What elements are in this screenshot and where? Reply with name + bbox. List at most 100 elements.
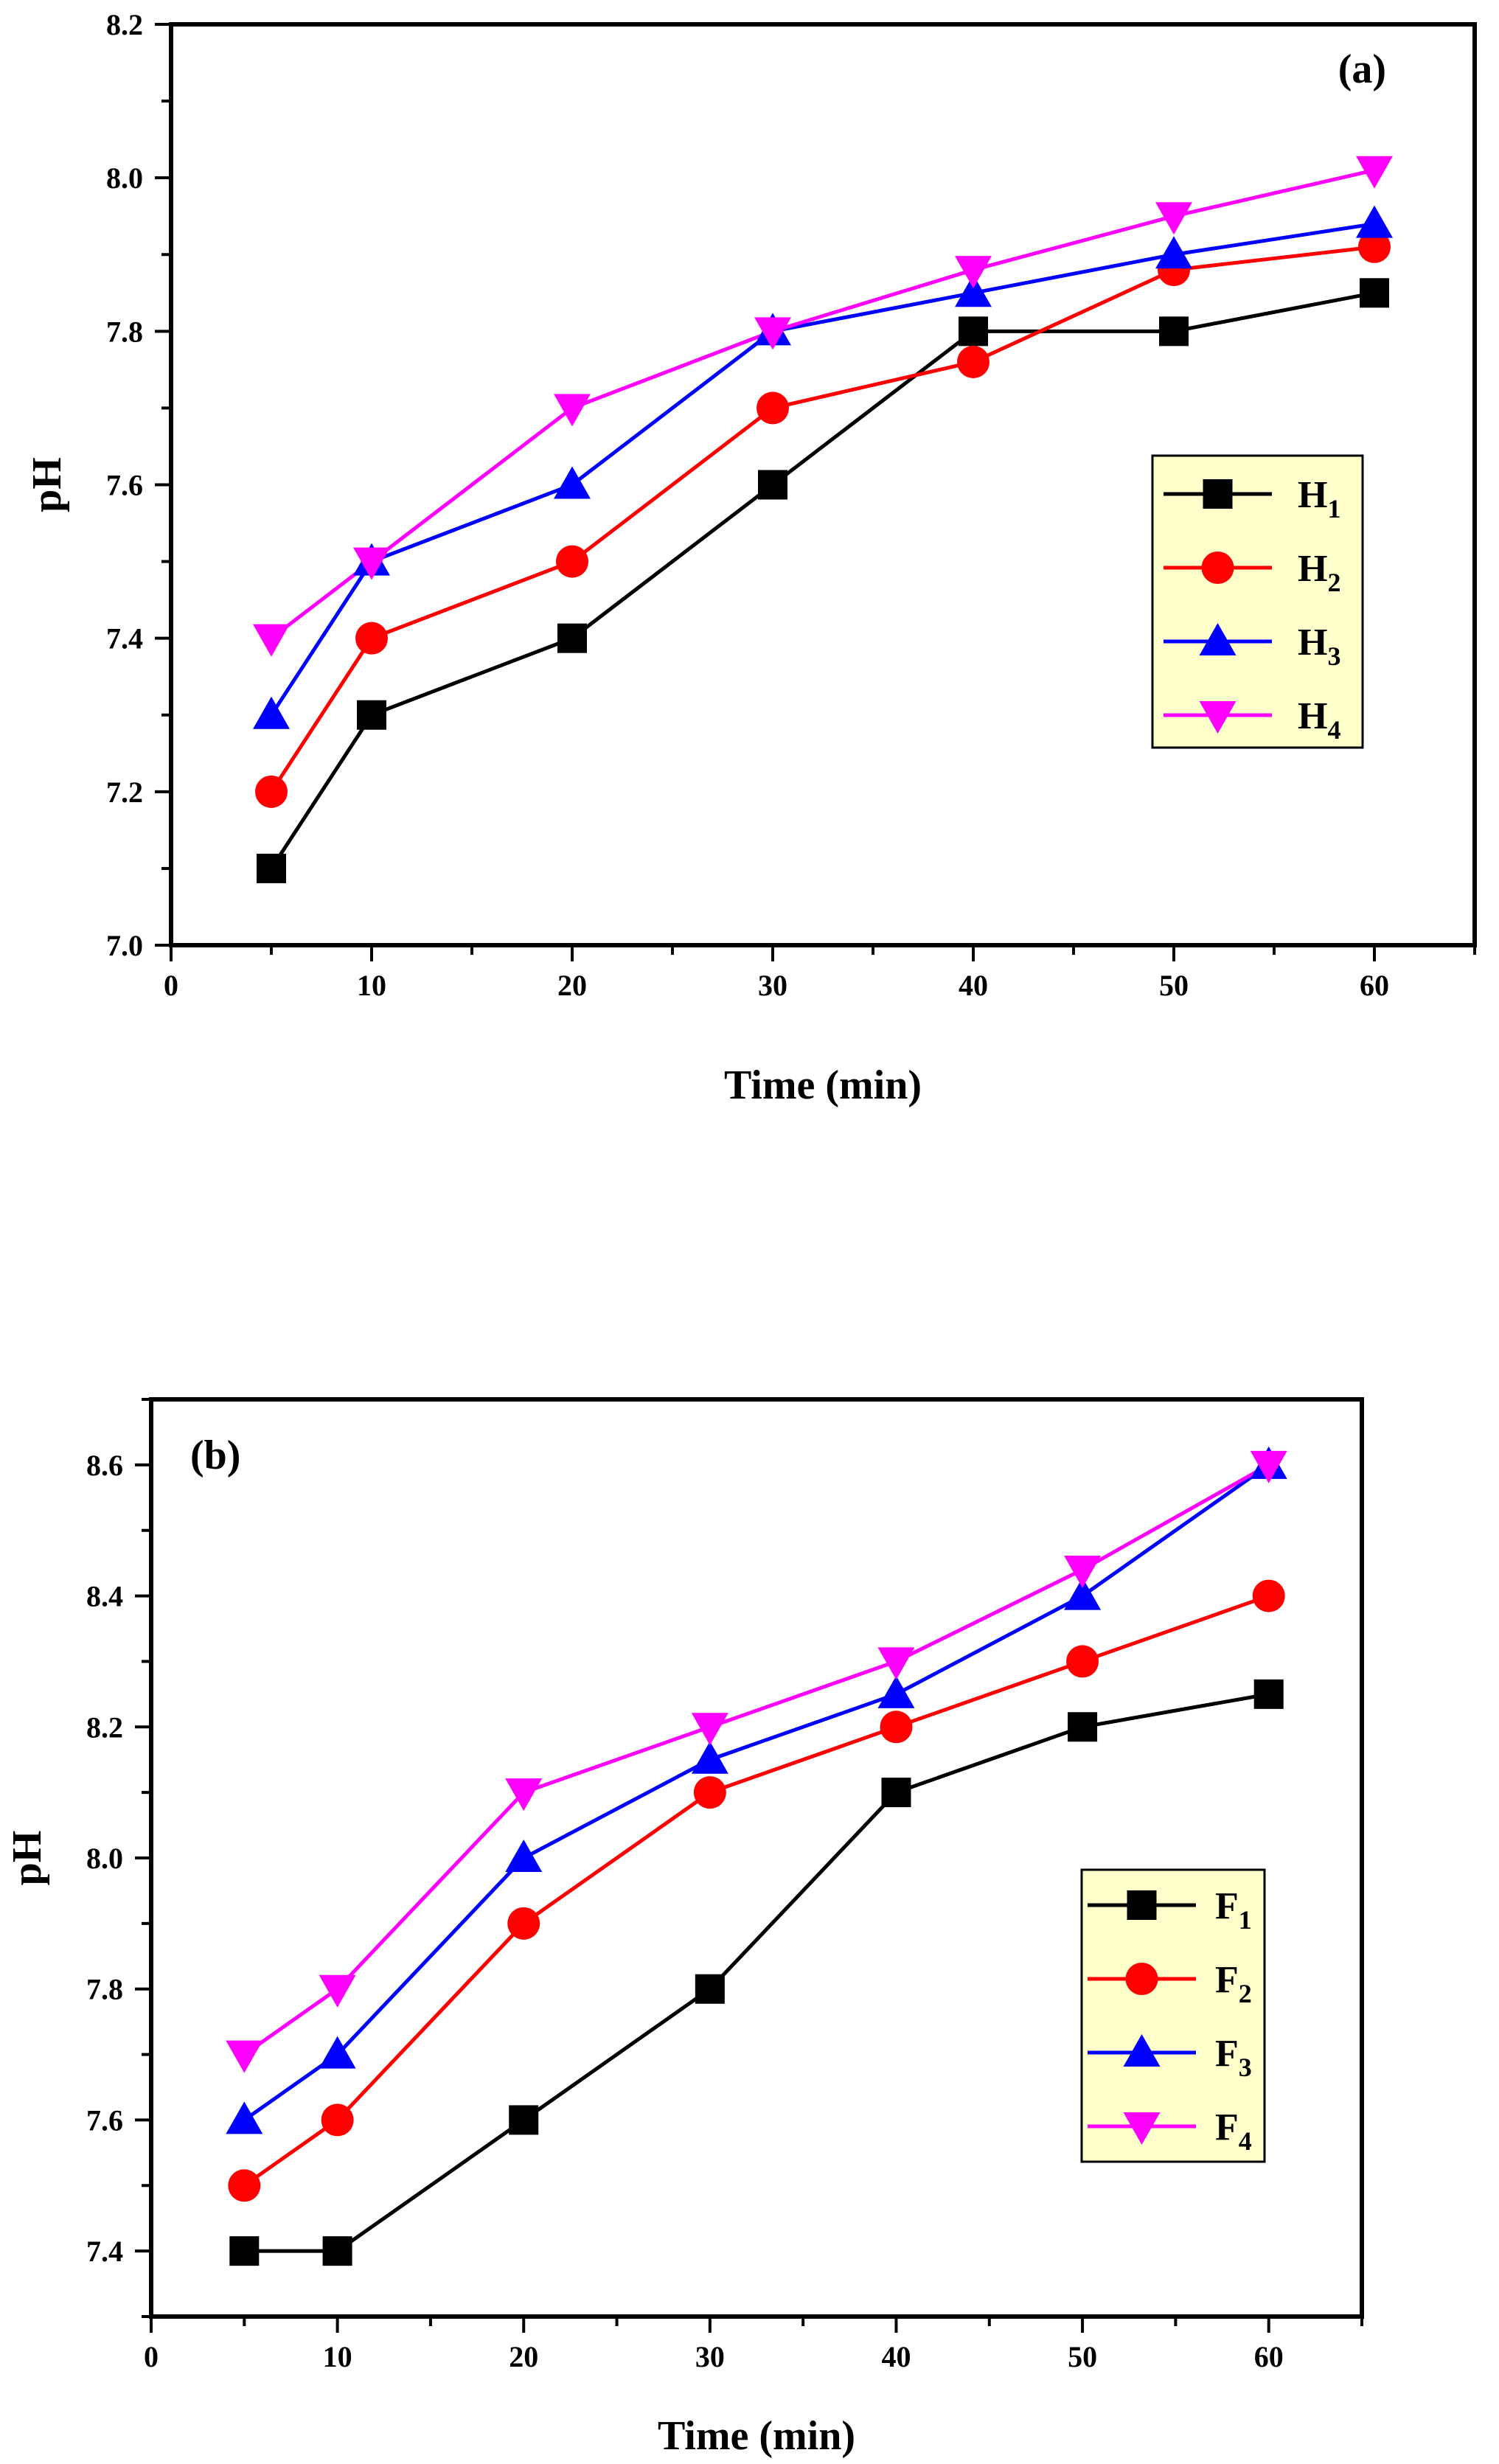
data-point-H3 bbox=[253, 696, 290, 729]
data-point-H2 bbox=[757, 391, 789, 425]
data-point-F4 bbox=[1064, 1556, 1102, 1589]
data-point-H2 bbox=[1358, 230, 1391, 263]
data-point-F2 bbox=[228, 2169, 261, 2202]
legend-label: F1 bbox=[1215, 1885, 1252, 1935]
legend-box bbox=[1151, 454, 1364, 749]
legend-label: F3 bbox=[1215, 2033, 1252, 2082]
data-point-F1 bbox=[695, 1974, 725, 2004]
legend-label: H4 bbox=[1298, 695, 1340, 745]
y-tick-label: 7.6 bbox=[86, 2103, 123, 2137]
chart-panel-1: 0 10 20 30 40 50 60 7.4 7.6 7.8 8.0 8.2 8.4 8.6 Time (… bbox=[4, 1397, 1364, 2459]
panel-label: (b) bbox=[190, 1433, 240, 1478]
data-point-F1 bbox=[322, 2236, 352, 2266]
data-point-F2 bbox=[507, 1907, 540, 1940]
y-tick-label: 7.4 bbox=[106, 622, 143, 655]
data-point-H2 bbox=[355, 622, 388, 655]
data-point-F2 bbox=[693, 1776, 726, 1809]
data-point-F1 bbox=[1068, 1712, 1098, 1742]
data-point-F3 bbox=[877, 1675, 915, 1708]
x-tick-label: 60 bbox=[1360, 969, 1389, 1002]
y-tick-label: 7.4 bbox=[86, 2235, 123, 2268]
legend-label: F2 bbox=[1215, 1959, 1252, 2008]
y-tick-label: 7.0 bbox=[106, 929, 143, 962]
x-tick-label: 0 bbox=[164, 969, 178, 1002]
legend-label: H1 bbox=[1298, 474, 1340, 523]
data-point-H1 bbox=[758, 470, 787, 500]
x-tick-label: 20 bbox=[509, 2340, 538, 2373]
legend-marker bbox=[1123, 2112, 1161, 2145]
data-point-H3 bbox=[1155, 236, 1192, 269]
data-point-H1 bbox=[557, 623, 587, 653]
data-point-F1 bbox=[509, 2105, 539, 2135]
data-point-H3 bbox=[554, 466, 591, 499]
legend-label: H2 bbox=[1298, 548, 1340, 597]
data-point-H1 bbox=[257, 853, 286, 883]
data-point-H4 bbox=[554, 394, 591, 427]
legend-box bbox=[1080, 1868, 1266, 2163]
data-point-H1 bbox=[959, 316, 988, 347]
data-point-H4 bbox=[955, 256, 992, 289]
y-tick-label: 7.2 bbox=[106, 776, 143, 809]
legend-marker bbox=[1199, 623, 1237, 655]
data-point-F3 bbox=[505, 1840, 543, 1872]
data-point-F2 bbox=[1252, 1579, 1285, 1612]
x-tick-label: 50 bbox=[1068, 2340, 1097, 2373]
legend-marker bbox=[1201, 551, 1234, 584]
x-tick-label: 30 bbox=[758, 969, 787, 1002]
data-point-F1 bbox=[881, 1778, 911, 1808]
data-point-H1 bbox=[357, 700, 386, 730]
data-point-H3 bbox=[955, 274, 992, 307]
x-tick-label: 30 bbox=[695, 2340, 725, 2373]
y-tick-label: 8.2 bbox=[106, 8, 143, 41]
y-tick-label: 8.4 bbox=[86, 1580, 123, 1613]
data-point-H2 bbox=[957, 345, 990, 378]
y-tick-label: 8.6 bbox=[86, 1449, 123, 1482]
data-point-H1 bbox=[1360, 278, 1389, 308]
data-point-F1 bbox=[229, 2236, 260, 2266]
y-tick-label: 7.6 bbox=[106, 469, 143, 502]
legend-marker bbox=[1127, 1890, 1157, 1920]
data-point-F4 bbox=[691, 1713, 728, 1746]
data-point-F2 bbox=[1066, 1645, 1099, 1678]
data-point-H2 bbox=[556, 545, 588, 578]
legend-label: F4 bbox=[1215, 2106, 1252, 2156]
data-point-F2 bbox=[880, 1710, 913, 1744]
y-tick-label: 8.0 bbox=[86, 1842, 123, 1875]
plot-frame bbox=[149, 1397, 1364, 2319]
data-point-H4 bbox=[754, 317, 791, 350]
x-axis-title: Time (min) bbox=[658, 2413, 855, 2459]
data-point-F3 bbox=[319, 2036, 356, 2069]
data-point-H4 bbox=[253, 624, 290, 657]
data-point-F4 bbox=[226, 2040, 263, 2073]
data-point-F4 bbox=[1250, 1450, 1287, 1483]
data-point-H4 bbox=[353, 547, 390, 580]
x-tick-label: 0 bbox=[144, 2340, 159, 2373]
data-point-F4 bbox=[877, 1647, 915, 1680]
data-point-H3 bbox=[1356, 205, 1393, 238]
x-tick-label: 60 bbox=[1254, 2340, 1284, 2373]
legend-marker bbox=[1199, 701, 1237, 734]
x-tick-label: 40 bbox=[959, 969, 988, 1002]
data-point-F1 bbox=[1253, 1679, 1284, 1709]
x-tick-label: 20 bbox=[557, 969, 587, 1002]
y-tick-label: 8.2 bbox=[86, 1710, 123, 1744]
data-point-F2 bbox=[321, 2103, 354, 2137]
data-point-F4 bbox=[319, 1974, 356, 2008]
data-point-F3 bbox=[691, 1741, 728, 1774]
x-tick-label: 50 bbox=[1159, 969, 1189, 1002]
data-point-F3 bbox=[226, 2101, 263, 2134]
panel-label: (a) bbox=[1338, 46, 1386, 92]
data-point-F3 bbox=[1064, 1577, 1102, 1610]
y-axis-title: pH bbox=[24, 457, 70, 512]
x-axis-title: Time (min) bbox=[724, 1062, 922, 1108]
legend-label: H3 bbox=[1298, 622, 1340, 671]
y-axis-title: pH bbox=[4, 1831, 50, 1886]
data-point-H1 bbox=[1159, 316, 1189, 347]
data-point-F4 bbox=[505, 1778, 543, 1812]
data-point-H4 bbox=[1155, 202, 1192, 235]
y-tick-label: 8.0 bbox=[106, 161, 143, 195]
chart-panel-0: 0 10 20 30 40 50 60 7.0 7.2 7.4 7.6 7.8 8.0 8.2 Time (… bbox=[24, 8, 1477, 1108]
x-tick-label: 10 bbox=[357, 969, 386, 1002]
y-tick-label: 7.8 bbox=[86, 1973, 123, 2006]
